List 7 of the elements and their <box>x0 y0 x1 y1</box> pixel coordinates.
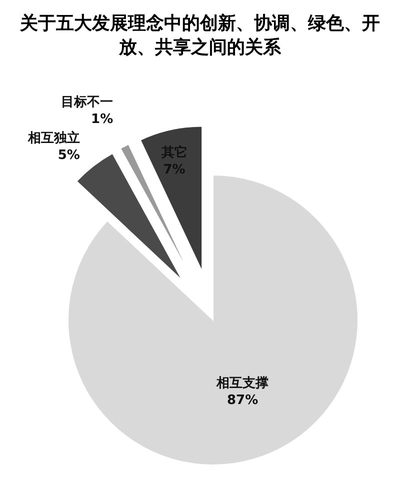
data-label: 5% <box>58 148 80 163</box>
slice-label: 目标不一 <box>61 94 114 110</box>
slice-label: 相互支撑 <box>216 376 269 391</box>
slice-label: 相互独立 <box>26 130 80 146</box>
data-label: 1% <box>91 112 114 127</box>
chart-title: 关于五大发展理念中的创新、协调、绿色、开放、共享之间的关系 <box>18 12 381 60</box>
data-label: 87% <box>226 392 258 408</box>
